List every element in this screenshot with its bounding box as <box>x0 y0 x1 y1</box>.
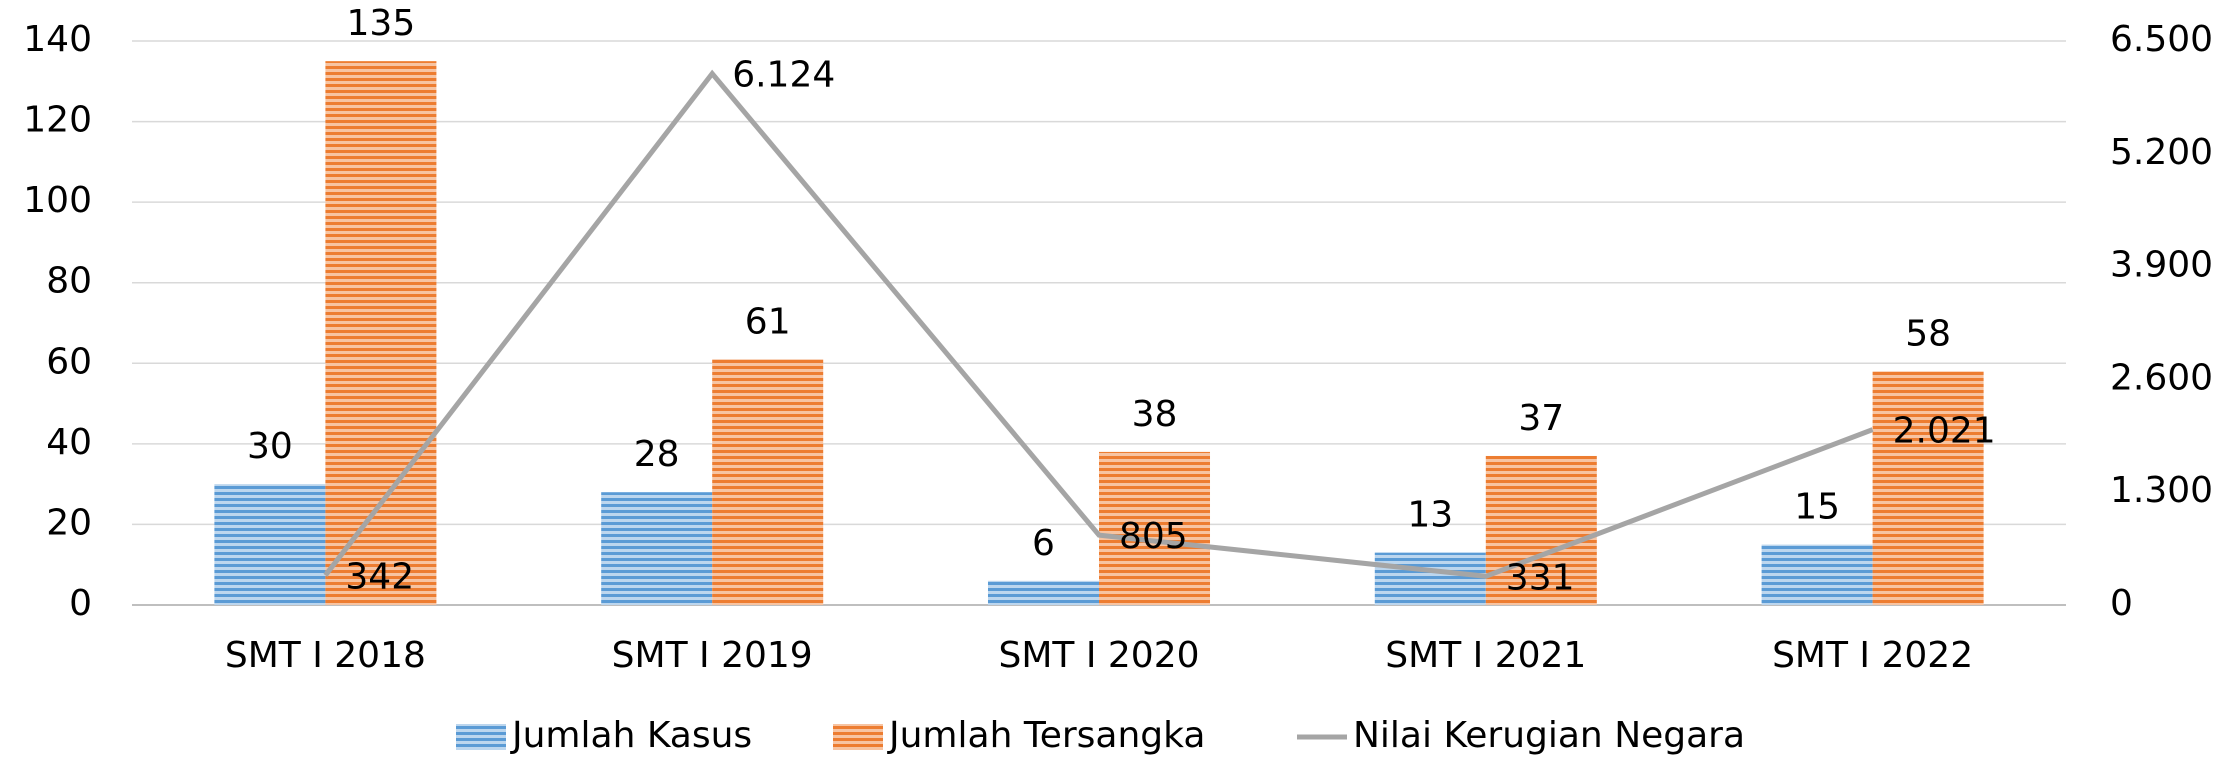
x-tick-label: SMT I 2021 <box>1385 635 1586 676</box>
y2-tick-label: 1.300 <box>2110 470 2213 511</box>
y-tick-label: 60 <box>46 341 92 382</box>
bar <box>601 492 713 605</box>
bar <box>987 580 1099 605</box>
y-tick-label: 80 <box>46 261 92 302</box>
legend-label: Nilai Kerugian Negara <box>1353 715 1745 756</box>
line <box>323 69 1874 579</box>
data-label: 6 <box>1032 523 1055 564</box>
bar <box>1872 371 1984 605</box>
data-label: 61 <box>745 301 791 342</box>
data-label: 13 <box>1407 495 1453 536</box>
x-tick-label: SMT I 2019 <box>612 635 813 676</box>
y2-tick-label: 2.600 <box>2110 357 2213 398</box>
bar <box>712 359 824 605</box>
line-data-label: 2.021 <box>1893 411 1996 452</box>
line-data-label: 805 <box>1119 516 1188 557</box>
bar <box>325 61 437 605</box>
y-tick-label: 140 <box>23 19 92 60</box>
y2-tick-label: 6.500 <box>2110 19 2213 60</box>
data-label: 28 <box>634 434 680 475</box>
y2-tick-label: 3.900 <box>2110 245 2213 286</box>
line-data-label: 331 <box>1506 557 1575 598</box>
legend-swatch <box>456 724 506 750</box>
grid <box>132 40 2066 606</box>
line-data-label: 6.124 <box>732 55 835 96</box>
data-label: 38 <box>1132 394 1178 435</box>
data-label: 30 <box>247 426 293 467</box>
labels: 0 20 40 60 80 100 120 140 0 1.300 2.600 3.900 5.200 6… <box>23 3 2213 756</box>
bar <box>1099 451 1211 605</box>
y2-tick-label: 0 <box>2110 583 2133 624</box>
bar <box>214 484 326 605</box>
line-data-label: 342 <box>345 556 414 597</box>
bar <box>1485 455 1597 605</box>
legend-swatch <box>833 724 883 750</box>
data-label: 15 <box>1794 487 1840 528</box>
bar <box>1761 544 1873 605</box>
y-tick-label: 120 <box>23 100 92 141</box>
x-tick-label: SMT I 2018 <box>225 635 426 676</box>
y-tick-label: 0 <box>69 583 92 624</box>
bar <box>1374 552 1486 605</box>
legend-label: Jumlah Kasus <box>510 715 752 756</box>
legend-label: Jumlah Tersangka <box>887 715 1205 756</box>
y-tick-label: 100 <box>23 180 92 221</box>
y2-tick-label: 5.200 <box>2110 132 2213 173</box>
data-label: 135 <box>347 3 416 44</box>
x-tick-label: SMT I 2022 <box>1772 635 1973 676</box>
data-label: 58 <box>1905 313 1951 354</box>
y-tick-label: 40 <box>46 422 92 463</box>
data-label: 37 <box>1518 398 1564 439</box>
y-tick-label: 20 <box>46 502 92 543</box>
marks <box>214 61 1984 605</box>
x-tick-label: SMT I 2020 <box>998 635 1199 676</box>
